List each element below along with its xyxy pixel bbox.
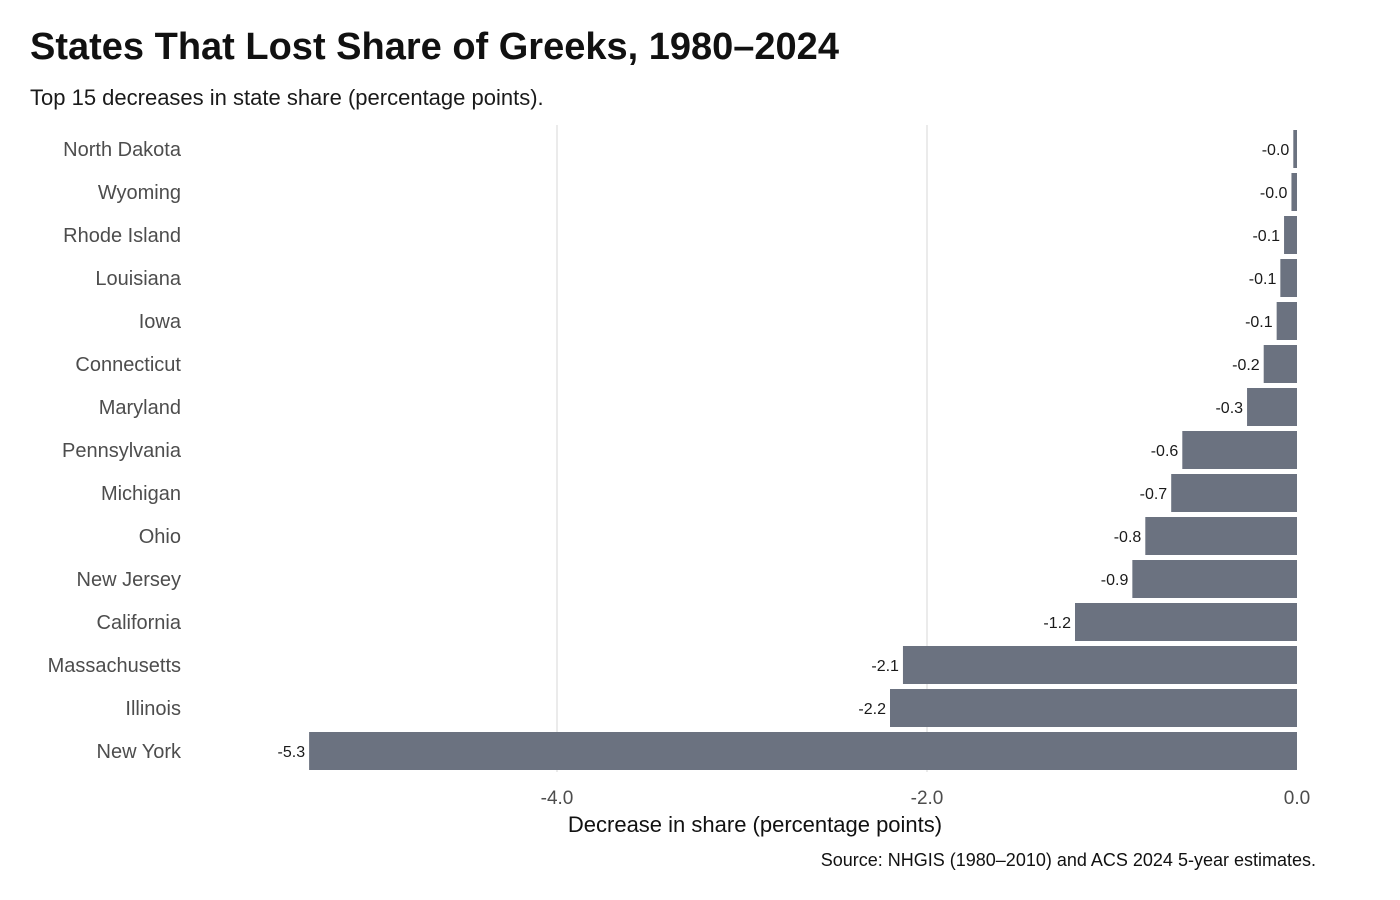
data-labels: -0.0 -0.0 -0.1 -0.1 -0.1 -0.2 -0.3 -0.6 -0.7 -0.8…	[278, 142, 1290, 761]
bar	[1284, 216, 1297, 254]
data-label: -0.1	[1249, 271, 1277, 288]
category-label: New Jersey	[77, 569, 181, 591]
data-label: -5.3	[278, 744, 306, 761]
bar	[1132, 560, 1297, 598]
category-label: New York	[97, 741, 182, 763]
category-label: Wyoming	[98, 182, 181, 204]
data-label: -0.0	[1260, 185, 1288, 202]
data-label: -0.2	[1232, 357, 1260, 374]
category-label: Michigan	[101, 483, 181, 505]
data-label: -2.1	[871, 658, 899, 675]
category-label: Iowa	[139, 311, 182, 333]
bar	[1276, 302, 1297, 340]
bar	[1280, 259, 1297, 297]
category-label: Maryland	[99, 397, 181, 419]
chart-subtitle: Top 15 decreases in state share (percent…	[30, 85, 544, 110]
category-label: Connecticut	[75, 354, 181, 376]
category-label: Pennsylvania	[62, 440, 182, 462]
category-label: Louisiana	[95, 268, 182, 290]
bar	[1263, 345, 1297, 383]
data-label: -0.9	[1101, 572, 1129, 589]
data-label: -2.2	[858, 701, 886, 718]
data-label: -0.3	[1215, 400, 1243, 417]
bars	[309, 130, 1298, 770]
x-tick-label: -2.0	[911, 788, 944, 809]
category-labels: North Dakota Wyoming Rhode Island Louisiana…	[48, 139, 182, 763]
x-tick-label: 0.0	[1284, 788, 1310, 809]
category-label: California	[97, 612, 182, 634]
bar	[902, 646, 1297, 684]
data-label: -0.0	[1262, 142, 1290, 159]
data-label: -1.2	[1043, 615, 1071, 632]
category-label: Ohio	[139, 526, 181, 548]
category-label: North Dakota	[63, 139, 182, 161]
x-tick-label: -4.0	[541, 788, 574, 809]
chart-title: States That Lost Share of Greeks, 1980–2…	[30, 26, 839, 68]
bar	[1182, 431, 1297, 469]
data-label: -0.1	[1245, 314, 1273, 331]
data-label: -0.6	[1151, 443, 1179, 460]
bar	[1145, 517, 1297, 555]
data-label: -0.1	[1252, 228, 1280, 245]
x-tick-labels: -4.0 -2.0 0.0	[541, 788, 1311, 809]
data-label: -0.8	[1114, 529, 1142, 546]
category-label: Illinois	[125, 698, 181, 720]
bar	[1293, 130, 1297, 168]
bar	[1171, 474, 1297, 512]
category-label: Rhode Island	[63, 225, 181, 247]
x-axis-title: Decrease in share (percentage points)	[568, 812, 942, 837]
bar	[309, 732, 1298, 770]
bar	[1247, 388, 1297, 426]
bar	[1291, 173, 1297, 211]
source-caption: Source: NHGIS (1980–2010) and ACS 2024 5…	[821, 850, 1316, 870]
bar	[1075, 603, 1297, 641]
bar	[890, 689, 1297, 727]
category-label: Massachusetts	[48, 655, 181, 677]
data-label: -0.7	[1140, 486, 1168, 503]
